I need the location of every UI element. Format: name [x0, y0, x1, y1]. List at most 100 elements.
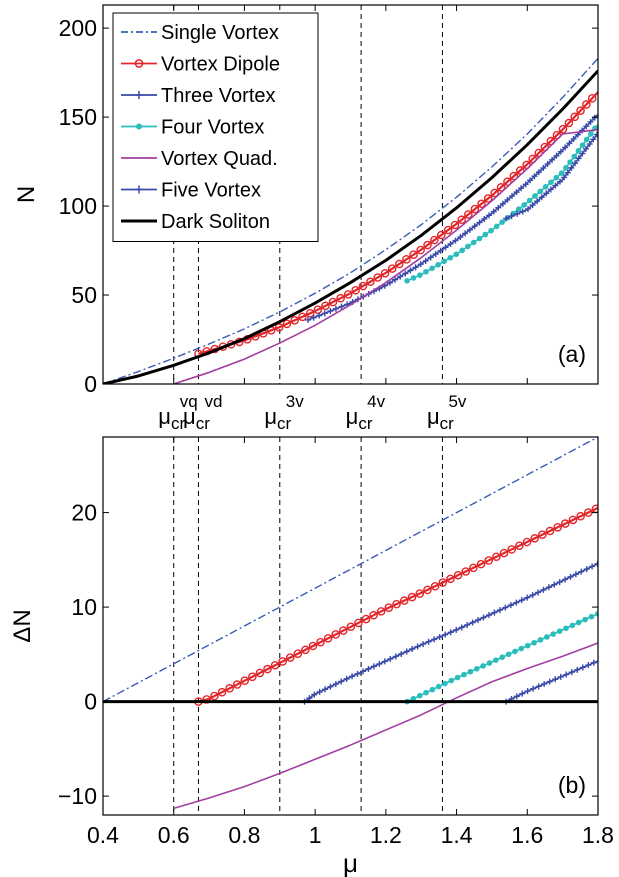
y-tick-label: 100	[59, 193, 97, 219]
data-point	[518, 185, 525, 192]
data-point	[462, 230, 469, 237]
data-point	[432, 251, 439, 258]
critical-mu-label: μcr vq	[158, 392, 197, 433]
series-line-vortex-quad	[173, 642, 598, 810]
data-point	[448, 677, 455, 684]
series-line-single-vortex	[103, 437, 598, 703]
data-point	[316, 688, 323, 695]
y-tick-label: 20	[71, 500, 97, 526]
data-point	[453, 626, 460, 633]
data-point	[515, 541, 524, 551]
data-point	[453, 570, 463, 580]
data-point	[430, 235, 439, 245]
data-point	[513, 599, 520, 606]
data-point	[476, 235, 483, 242]
data-point	[298, 312, 307, 322]
data-point	[336, 293, 345, 303]
data-point	[381, 658, 388, 665]
data-point	[482, 231, 489, 238]
data-point	[557, 673, 564, 680]
critical-mu-label: μcr vd	[183, 392, 222, 433]
series-four-vortex	[404, 610, 598, 705]
data-point	[365, 665, 372, 672]
legend: Single Vortex Vortex Dipole Three Vortex Fo…	[112, 12, 319, 242]
critical-mu-subscript: cr	[440, 414, 455, 433]
data-point	[354, 618, 363, 628]
data-point	[507, 602, 514, 609]
data-point	[476, 559, 486, 569]
y-tick-label: 0	[84, 689, 97, 715]
data-point	[305, 308, 315, 318]
data-point	[531, 639, 537, 646]
legend-label: Four Vortex	[161, 117, 264, 139]
data-point	[402, 255, 411, 264]
legend-label: Single Vortex	[161, 22, 279, 44]
data-point	[582, 616, 588, 623]
data-point	[331, 630, 341, 639]
critical-mu-label: μcr 4v	[346, 392, 386, 433]
data-point	[550, 631, 557, 637]
data-point	[552, 182, 559, 189]
data-point	[556, 579, 563, 586]
data-point	[558, 124, 568, 134]
series-dark-soliton	[103, 69, 598, 384]
data-point	[524, 642, 531, 649]
data-point	[470, 204, 480, 214]
data-point	[321, 301, 330, 311]
data-point	[397, 273, 404, 280]
data-point	[525, 205, 532, 212]
data-point	[328, 297, 338, 307]
data-point	[585, 662, 592, 669]
data-point	[217, 687, 227, 697]
data-point	[435, 261, 441, 268]
legend-item-three-vortex: Three Vortex	[121, 85, 276, 107]
data-point	[563, 625, 569, 632]
data-point	[452, 237, 459, 244]
data-point	[518, 597, 525, 604]
data-point	[530, 534, 539, 543]
data-point	[595, 610, 598, 617]
data-point	[553, 174, 560, 181]
critical-mu-symbol: μ	[346, 404, 359, 429]
axes-frame	[102, 436, 599, 816]
legend-marker	[134, 59, 144, 68]
data-point	[532, 193, 538, 199]
legend-item-four-vortex: Four Vortex	[121, 117, 264, 139]
data-point	[486, 212, 493, 219]
series-line-single-vortex	[103, 57, 598, 384]
data-point	[417, 272, 423, 278]
data-point	[232, 680, 242, 689]
data-point	[338, 303, 345, 310]
data-point	[384, 603, 394, 612]
data-point	[477, 199, 486, 209]
data-point	[282, 319, 292, 329]
series-line-vortex-quad	[173, 128, 598, 384]
data-point	[437, 247, 444, 254]
data-point	[458, 624, 465, 631]
data-point	[407, 592, 417, 602]
data-point	[556, 628, 563, 634]
panel-b-chart: −10 0 10 20 0.4 0.6 0.8 1 1.2 1.4 1.6 1.8 ΔN μ (b)	[9, 436, 614, 877]
data-point	[499, 654, 506, 661]
legend-item-vortex-dipole: Vortex Dipole	[121, 54, 280, 76]
data-point	[349, 673, 356, 680]
data-point	[361, 614, 371, 624]
y-axis-label: ΔN	[9, 609, 36, 642]
data-point	[546, 678, 553, 685]
data-point	[310, 314, 317, 321]
data-point	[579, 142, 586, 149]
data-point	[467, 668, 474, 675]
data-point	[313, 305, 323, 314]
data-point	[480, 614, 487, 621]
data-point	[425, 638, 432, 645]
data-point	[459, 247, 465, 254]
data-point	[486, 660, 493, 666]
data-point	[483, 194, 493, 203]
data-point	[402, 270, 409, 277]
data-point	[571, 153, 578, 160]
data-point	[332, 305, 339, 312]
data-point	[466, 226, 473, 233]
critical-mu-superscript: vq	[180, 392, 198, 411]
data-point	[469, 619, 476, 626]
data-point	[366, 277, 375, 287]
